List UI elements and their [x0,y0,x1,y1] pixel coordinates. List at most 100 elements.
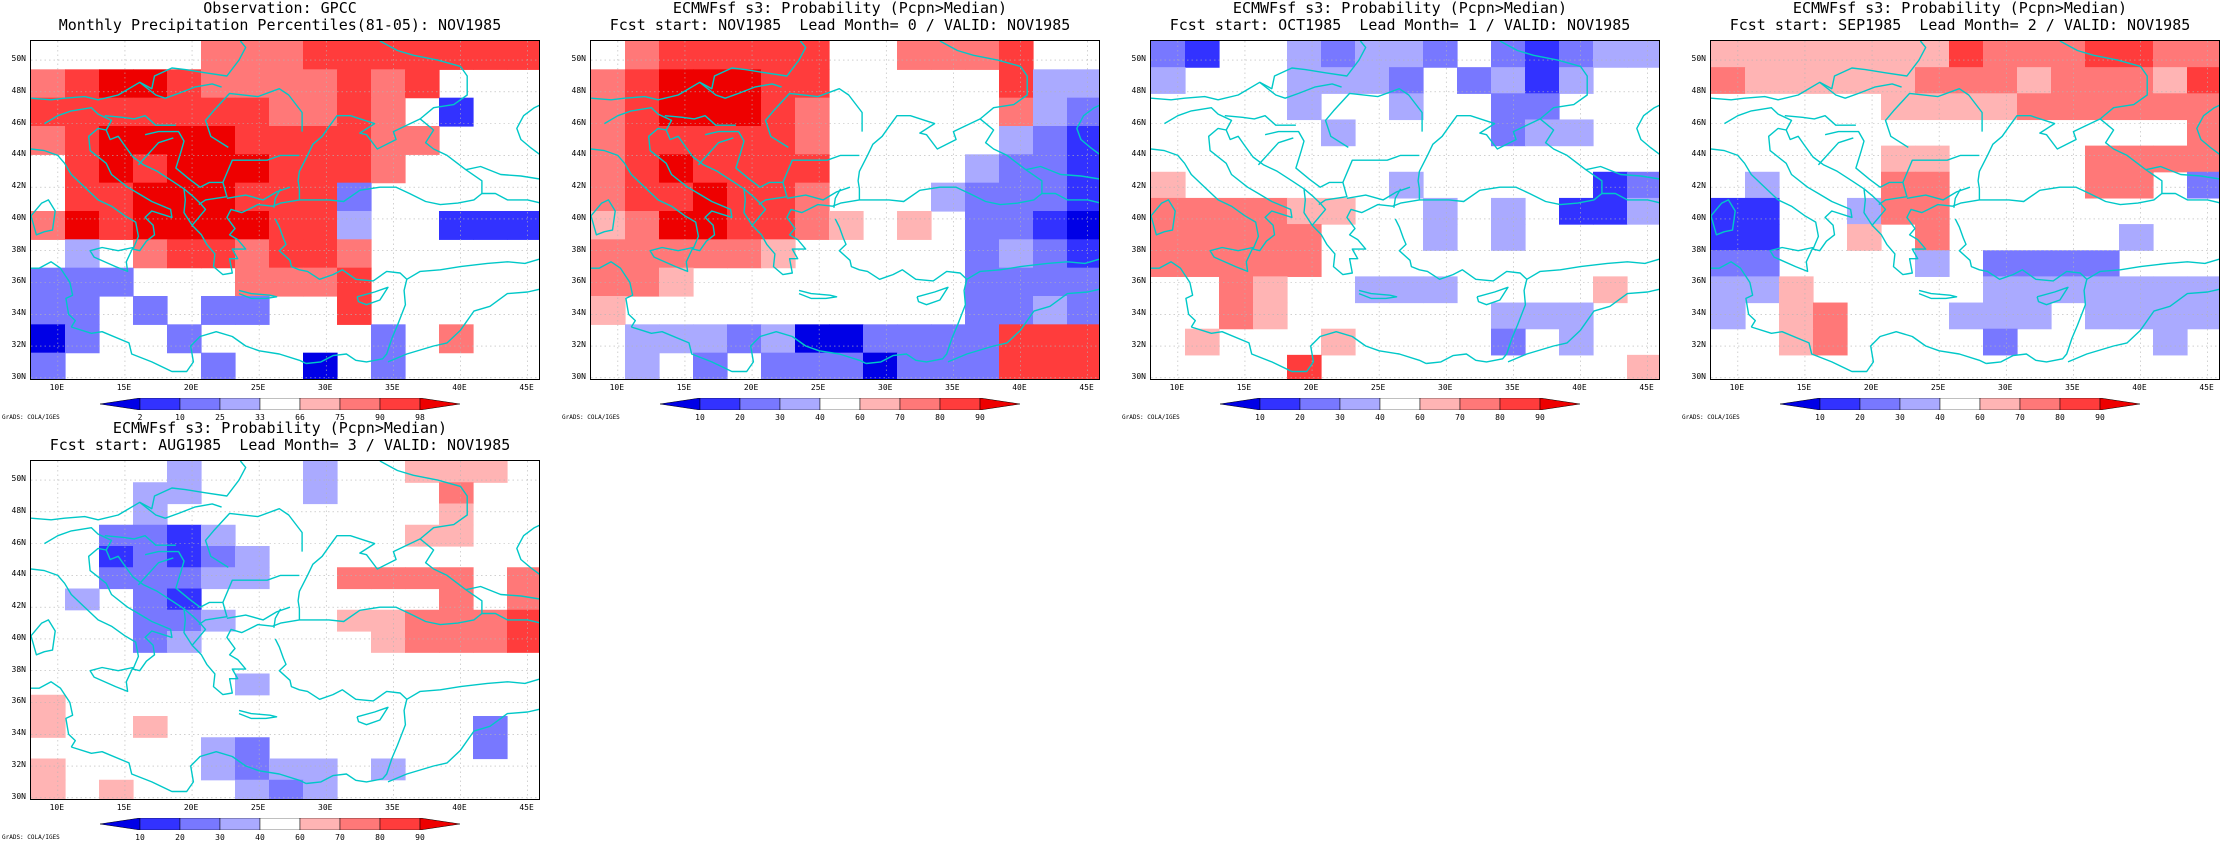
grid-cell [693,239,728,269]
grid-cell [1491,224,1526,251]
grid-cell [31,296,66,325]
grid-cell [235,97,270,127]
grid-cell [1151,197,1186,225]
coastline [1358,289,1398,300]
grid-cell [1711,41,1746,68]
longitude-tick-label: 35E [945,383,960,392]
latitude-tick-label: 38N [1131,244,1146,254]
grid-cell [2187,67,2219,94]
grid-cell [473,41,508,70]
grid-cell [1915,224,1950,251]
color-bar-segment [2019,398,2061,410]
grid-cell [1389,171,1424,199]
grid-cell [1559,197,1594,225]
coastline [222,574,300,603]
grid-cell [473,461,508,483]
latitude-tick-label: 38N [11,244,26,254]
grid-cell [133,524,168,547]
coastline [1025,165,1099,180]
grid-cell [2119,67,2154,94]
latitude-tick-label: 46N [1691,117,1706,127]
latitude-tick-label: 42N [1131,181,1146,191]
map-plot-area [1150,40,1660,380]
coastline [786,186,851,201]
grid-cell [795,69,830,99]
coastline [631,326,867,373]
grid-cell [727,41,762,70]
grid-cell [1711,67,1746,94]
color-bar-svg [1780,398,2140,410]
coastline [2086,258,2219,280]
grid-cell [65,97,100,127]
coastline [1393,188,1402,208]
grid-cell [1915,171,1950,199]
grid-cell [201,154,236,184]
grid-cell [1457,67,1492,94]
grid-cell [897,352,932,379]
longitude-tick-label: 40E [2132,383,2147,392]
grid-cell [693,126,728,155]
grid-cell [1745,224,1780,251]
grid-cell [2119,41,2154,68]
grid-cell [167,461,202,483]
longitude-tick-label: 35E [385,383,400,392]
longitude-tick-label: 45E [1079,383,1094,392]
grid-cell [439,211,474,240]
coastline [183,608,207,646]
grid-cell [659,324,694,354]
latitude-tick-label: 46N [11,117,26,127]
grid-cell [405,41,440,70]
coastline [1324,88,1423,148]
grid-cell [303,69,338,99]
color-bar-segment [1859,398,1901,410]
grid-cell [65,296,100,325]
color-bar-label: 30 [775,413,785,422]
longitude-tick-label: 10E [609,383,625,392]
grid-cell [337,211,372,240]
grid-cell [1559,67,1594,94]
grid-cell [439,461,474,483]
grid-cell [167,69,202,99]
grid-cell [1711,302,1746,330]
coastline [406,258,539,280]
grid-cell [659,69,694,99]
color-bar-segment [379,818,421,830]
grid-cell [999,211,1034,240]
grid-cell [625,182,660,212]
grid-cell [65,588,100,611]
grid-cell [235,126,270,155]
coastline [379,41,468,120]
grid-cell [167,211,202,240]
grid-cell [2187,145,2219,173]
grid-cell [235,546,270,568]
color-bar-segment [1899,398,1941,410]
grid-cell [999,352,1034,379]
grid-cell [235,737,270,760]
color-bar-label: 80 [935,413,945,422]
color-bar-segment [2099,398,2140,410]
coastline [1151,199,1176,236]
grid-cell [1321,41,1356,68]
grid-cell [1745,67,1780,94]
grid-cell [1491,328,1526,356]
coastline [31,41,247,101]
grid-cell [1423,276,1458,304]
coastline [1209,246,1254,273]
panel-subtitle: Monthly Precipitation Percentiles(81-05)… [58,16,502,34]
grid-cell [1033,211,1068,240]
latitude-tick-label: 40N [1691,212,1706,222]
color-bar-svg [100,398,460,410]
coastline [356,706,389,726]
coastline [204,508,303,568]
latitude-tick-label: 50N [1691,54,1706,64]
grid-cell [167,97,202,127]
grid-cell [2153,41,2188,68]
color-bar-segment [660,398,701,410]
grid-cell [303,182,338,212]
grid-cell [1219,250,1254,277]
grid-cell [1915,67,1950,94]
grid-cell [1983,67,2018,94]
grid-cell [1287,224,1322,251]
grid-cell [405,461,440,483]
coastline [89,246,134,273]
